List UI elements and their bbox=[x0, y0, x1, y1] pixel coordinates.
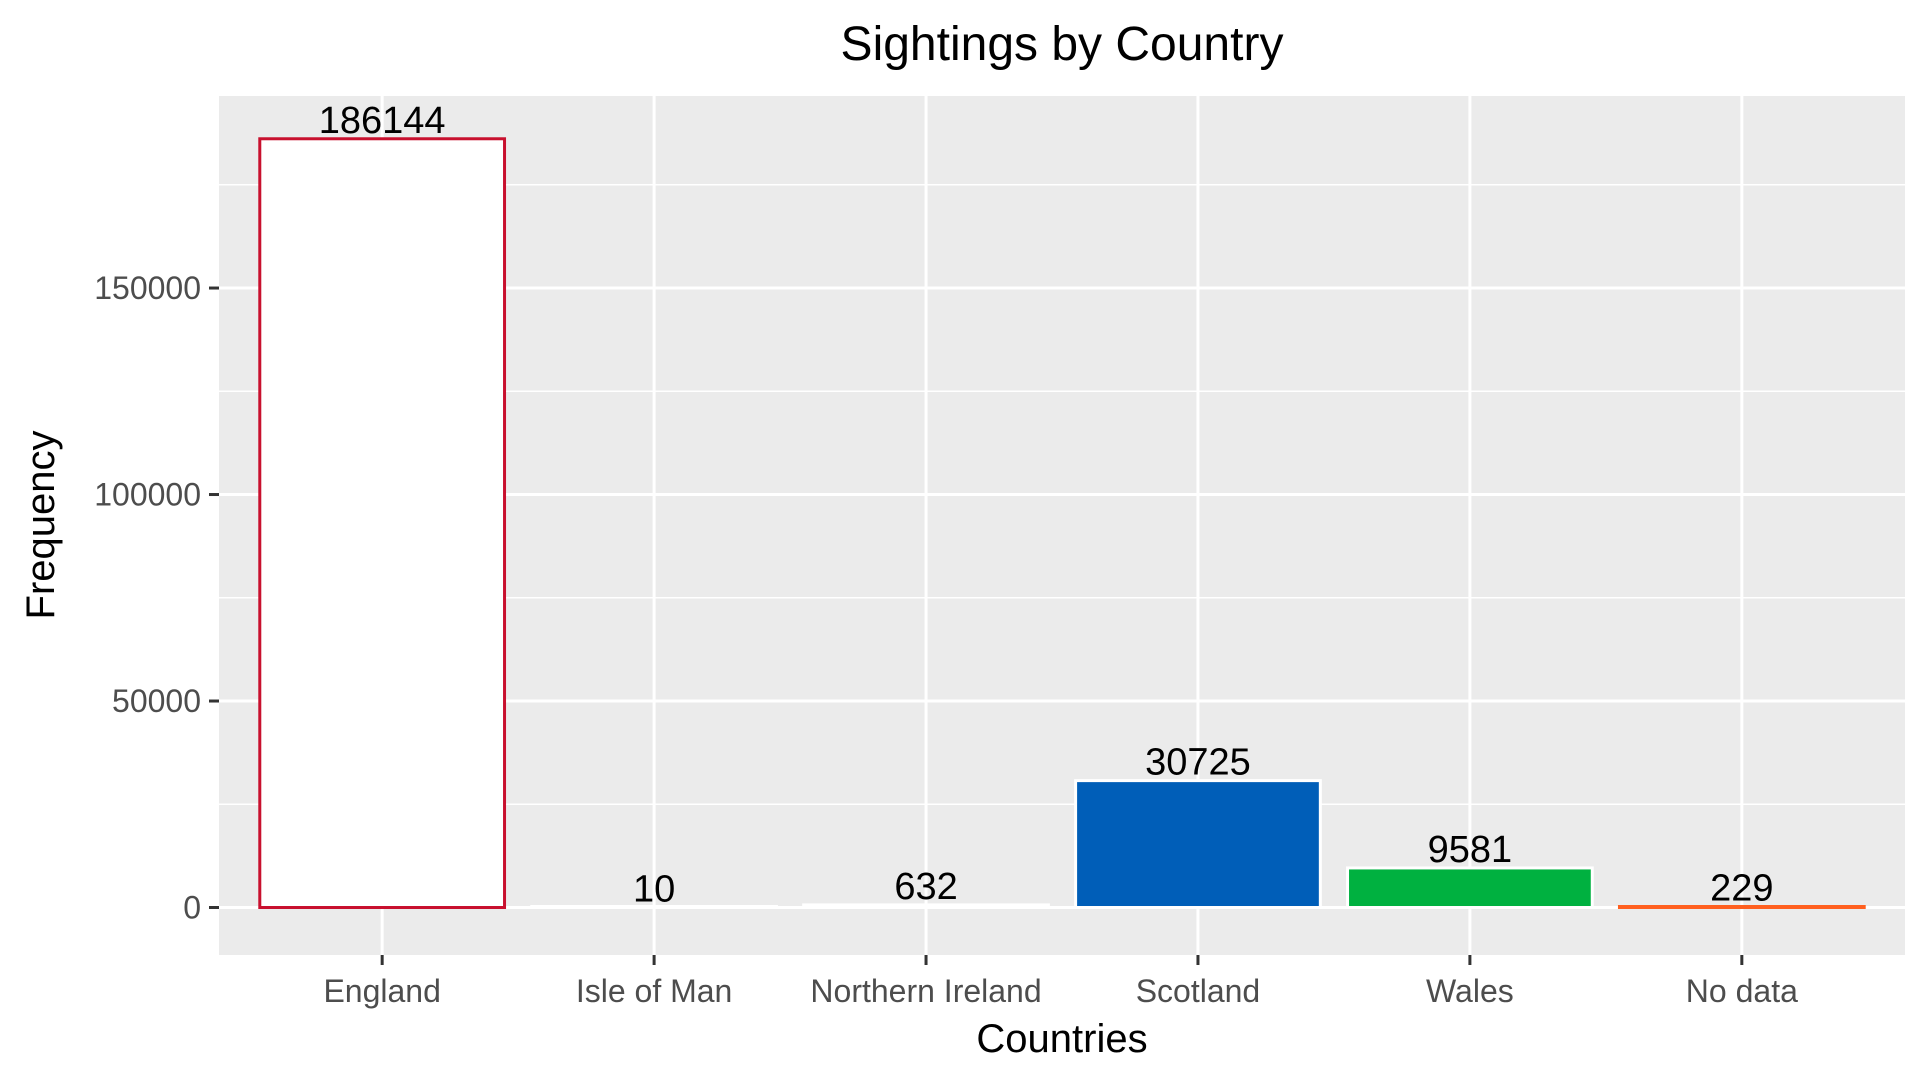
data-label: 186144 bbox=[319, 100, 446, 142]
x-axis: England Isle of Man Northern Ireland Scotla… bbox=[323, 955, 1798, 1009]
x-tick-label: England bbox=[323, 973, 440, 1009]
data-label: 10 bbox=[633, 868, 675, 910]
y-tick-label: 100000 bbox=[94, 477, 201, 513]
bar-england bbox=[258, 137, 507, 910]
x-tick-label: Scotland bbox=[1136, 973, 1261, 1009]
bar-no-data bbox=[1617, 905, 1866, 910]
x-tick-label: Isle of Man bbox=[576, 973, 733, 1009]
y-axis-title: Frequency bbox=[19, 431, 63, 620]
data-label: 632 bbox=[894, 866, 957, 908]
bar-wales bbox=[1346, 866, 1594, 910]
x-tick-label: Northern Ireland bbox=[810, 973, 1041, 1009]
bars bbox=[258, 137, 1866, 910]
bar-isle-of-man bbox=[530, 905, 778, 910]
bar-northern-ireland bbox=[802, 903, 1050, 910]
y-tick-label: 0 bbox=[183, 890, 201, 926]
x-axis-title: Countries bbox=[976, 1017, 1147, 1061]
x-tick-label: No data bbox=[1686, 973, 1798, 1009]
data-label: 9581 bbox=[1428, 829, 1513, 871]
y-tick-label: 50000 bbox=[112, 683, 201, 719]
data-labels: 186144 10 632 30725 9581 229 bbox=[319, 100, 1774, 911]
data-label: 229 bbox=[1710, 868, 1773, 910]
data-label: 30725 bbox=[1145, 742, 1251, 784]
y-tick-label: 150000 bbox=[94, 270, 201, 306]
chart-title: Sightings by Country bbox=[841, 18, 1284, 71]
x-tick-label: Wales bbox=[1426, 973, 1514, 1009]
y-axis: 0 50000 100000 150000 bbox=[94, 270, 219, 926]
bar-scotland bbox=[1074, 779, 1322, 910]
